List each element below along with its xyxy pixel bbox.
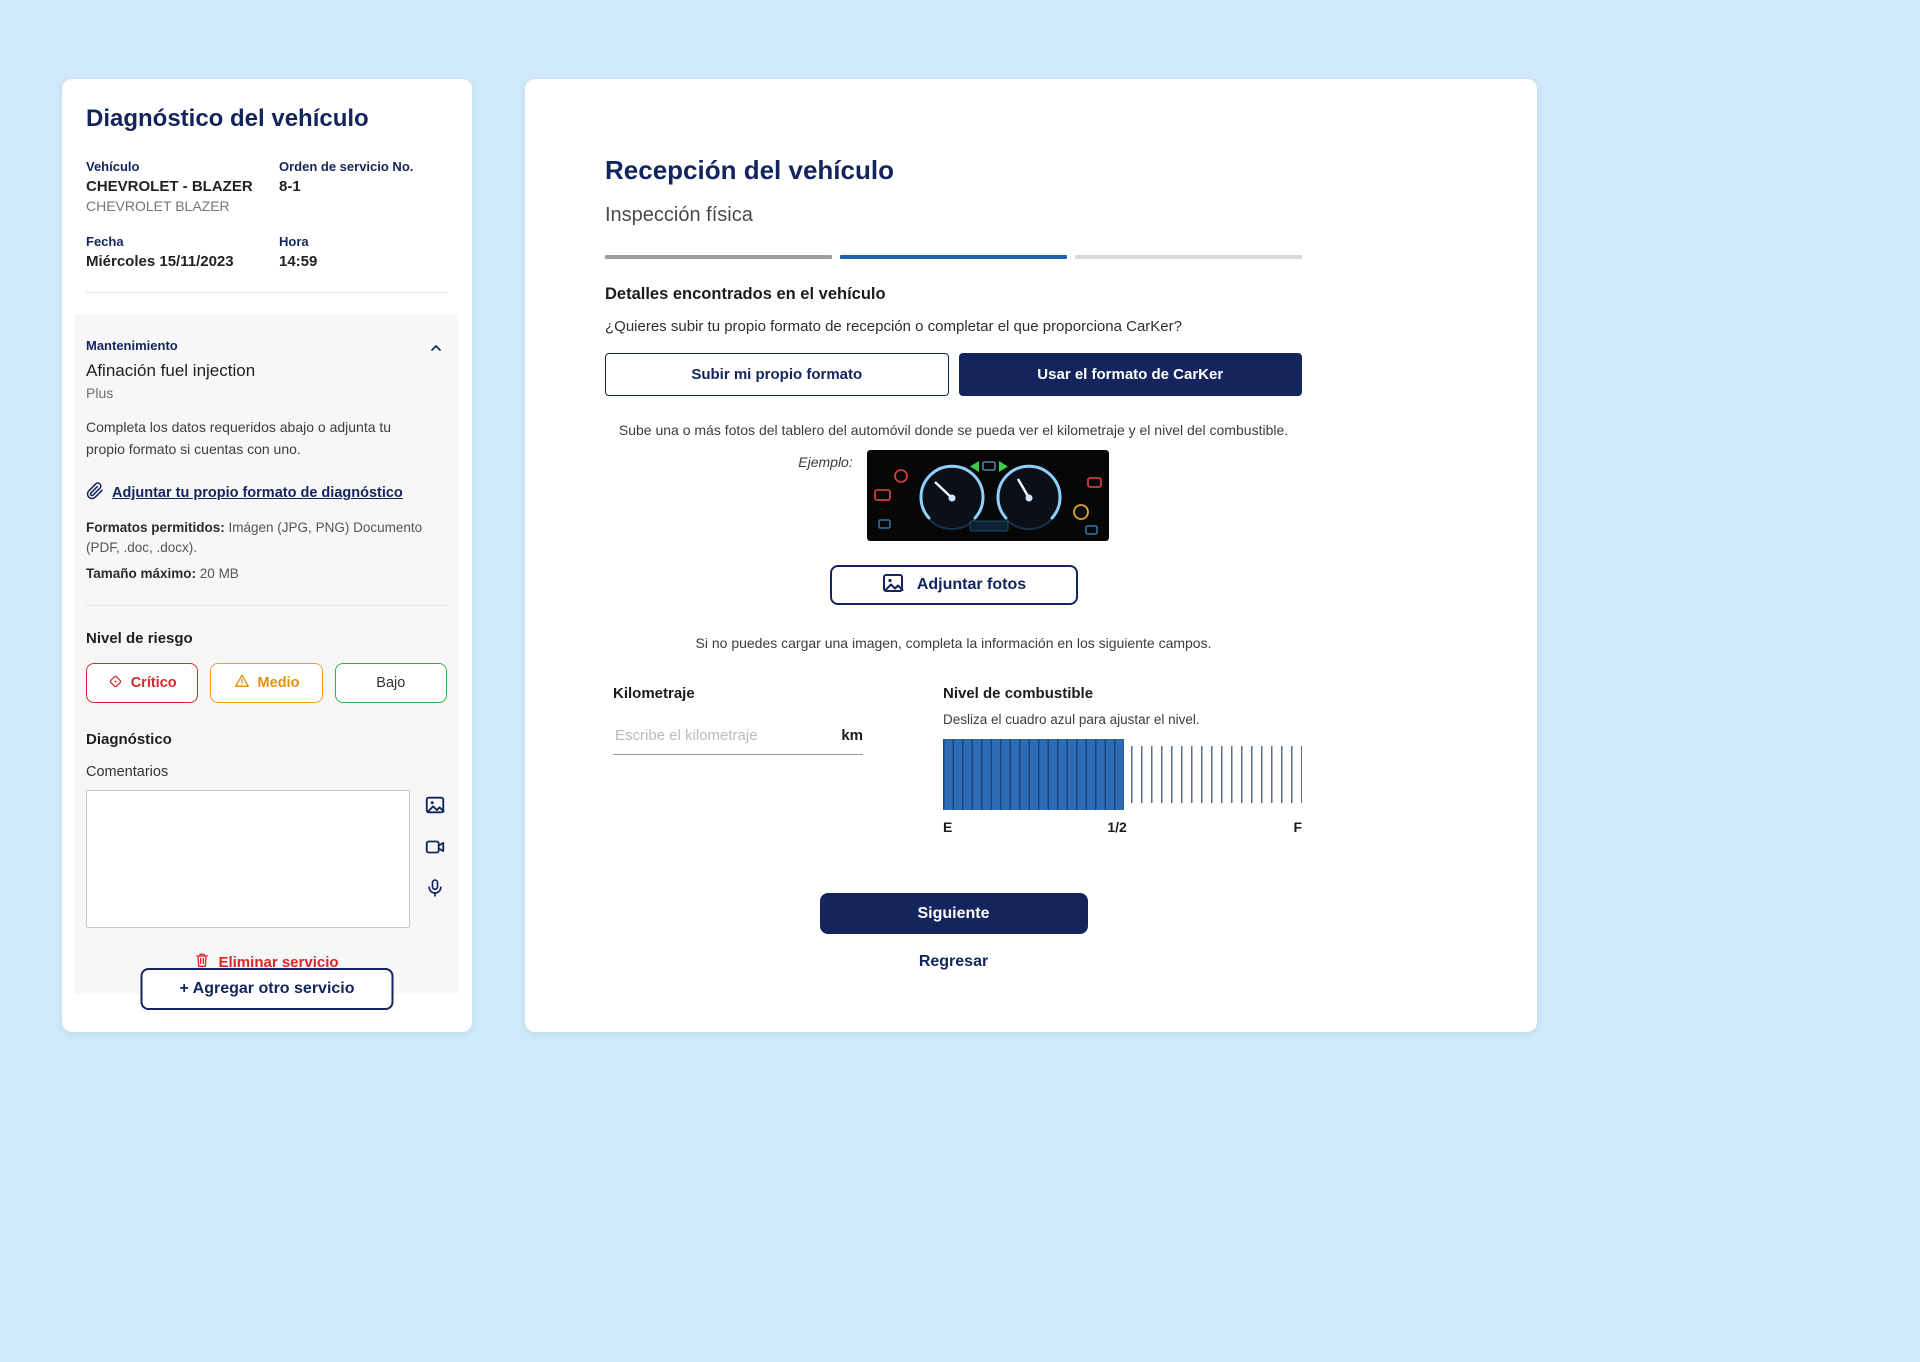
progress-step-1 <box>605 255 832 259</box>
mileage-unit: km <box>841 727 863 744</box>
attach-link-label: Adjuntar tu propio formato de diagnóstic… <box>112 485 403 502</box>
image-icon <box>881 571 905 600</box>
service-panel: Mantenimiento Afinación fuel injection P… <box>75 314 458 995</box>
fuel-gauge-ticks <box>1131 746 1302 803</box>
format-choice-buttons: Subir mi propio formato Usar el formato … <box>605 353 1302 396</box>
order-value: 8-1 <box>279 178 301 195</box>
date-value: Miércoles 15/11/2023 <box>86 253 234 270</box>
reception-title: Recepción del vehículo <box>605 155 894 185</box>
mileage-field: Kilometraje km <box>613 685 863 837</box>
vehicle-label: Vehículo <box>86 159 140 174</box>
fuel-level-handle[interactable] <box>943 739 1125 810</box>
fallback-instruction: Si no puedes cargar una imagen, completa… <box>695 635 1212 651</box>
comments-label: Comentarios <box>86 764 169 781</box>
fuel-instruction: Desliza el cuadro azul para ajustar el n… <box>943 712 1200 727</box>
max-size-note: Tamaño máximo: 20 MB <box>86 564 438 584</box>
progress-step-2 <box>840 255 1067 259</box>
mileage-input-wrap: km <box>613 726 863 755</box>
step-progress-bar <box>605 255 1302 259</box>
use-carker-format-button[interactable]: Usar el formato de CarKer <box>958 353 1302 396</box>
vehicle-diagnosis-card: Diagnóstico del vehículo Vehículo CHEVRO… <box>62 79 472 1032</box>
reception-subtitle: Inspección física <box>605 204 753 226</box>
mileage-input[interactable] <box>613 726 836 745</box>
paperclip-icon <box>86 482 104 504</box>
service-order-info: Vehículo CHEVROLET - BLAZER CHEVROLET BL… <box>86 159 448 270</box>
diagnosis-title: Diagnóstico del vehículo <box>86 105 369 132</box>
fuel-full-label: F <box>1293 819 1302 835</box>
delete-service-label: Eliminar servicio <box>218 953 339 971</box>
risk-low-button[interactable]: Bajo <box>334 663 447 704</box>
microphone-icon <box>425 879 445 901</box>
order-label: Orden de servicio No. <box>279 159 414 174</box>
risk-medium-button[interactable]: Medio <box>210 663 323 704</box>
example-label: Ejemplo: <box>798 454 853 470</box>
risk-medium-label: Medio <box>257 675 300 692</box>
service-tier: Plus <box>86 385 114 401</box>
fuel-gauge-labels: E 1/2 F <box>943 819 1302 837</box>
service-name: Afinación fuel injection <box>86 361 256 380</box>
fuel-gauge-slider <box>943 739 1302 810</box>
risk-level-options: Crítico Medio Bajo <box>86 663 447 704</box>
example-row: Ejemplo: <box>605 450 1302 541</box>
delete-service-button[interactable]: Eliminar servicio <box>188 950 344 974</box>
diamond-alert-icon <box>108 674 123 693</box>
details-section-title: Detalles encontrados en el vehículo <box>605 285 886 303</box>
vehicle-info: Vehículo CHEVROLET - BLAZER CHEVROLET BL… <box>86 159 279 214</box>
attach-photos-label: Adjuntar fotos <box>916 576 1027 593</box>
vehicle-value: CHEVROLET - BLAZER <box>86 178 253 195</box>
progress-step-3 <box>1075 255 1302 259</box>
back-button[interactable]: Regresar <box>913 952 994 972</box>
attach-diagnosis-format-link[interactable]: Adjuntar tu propio formato de diagnóstic… <box>86 482 447 504</box>
image-icon <box>424 796 446 819</box>
next-button[interactable]: Siguiente <box>819 893 1088 934</box>
mileage-label: Kilometraje <box>613 685 695 702</box>
warning-triangle-icon <box>234 673 250 693</box>
allowed-formats-note: Formatos permitidos: Imágen (JPG, PNG) D… <box>86 518 438 557</box>
attach-image-button[interactable] <box>424 794 446 819</box>
diagnosis-section-title: Diagnóstico <box>86 731 172 749</box>
attach-video-button[interactable] <box>424 836 446 861</box>
collapse-service-button[interactable] <box>426 338 446 361</box>
date-info: Fecha Miércoles 15/11/2023 <box>86 234 279 270</box>
trash-icon <box>194 951 210 973</box>
comments-row <box>86 790 447 929</box>
size-value: 20 MB <box>199 565 239 581</box>
fuel-empty-label: E <box>943 819 953 835</box>
comments-textarea[interactable] <box>86 790 410 929</box>
time-info: Hora 14:59 <box>279 234 448 270</box>
risk-critical-button[interactable]: Crítico <box>86 663 199 704</box>
chevron-up-icon <box>428 344 444 359</box>
fuel-label: Nivel de combustible <box>943 685 1094 702</box>
attach-photos-button[interactable]: Adjuntar fotos <box>829 565 1078 605</box>
format-question: ¿Quieres subir tu propio formato de rece… <box>605 318 1182 335</box>
add-service-button[interactable]: + Agregar otro servicio <box>140 968 394 1010</box>
upload-own-format-button[interactable]: Subir mi propio formato <box>605 353 949 396</box>
date-label: Fecha <box>86 234 124 249</box>
risk-critical-label: Crítico <box>130 675 177 692</box>
service-description: Completa los datos requeridos abajo o ad… <box>86 419 392 457</box>
size-label: Tamaño máximo: <box>86 565 197 581</box>
order-info: Orden de servicio No. 8-1 <box>279 159 448 214</box>
service-category: Mantenimiento <box>86 338 178 353</box>
time-label: Hora <box>279 234 309 249</box>
risk-level-title: Nivel de riesgo <box>86 630 193 648</box>
formats-label: Formatos permitidos: <box>86 520 225 536</box>
manual-fields-row: Kilometraje km Nivel de combustible Desl… <box>605 685 1302 837</box>
info-divider <box>86 292 448 293</box>
vehicle-subvalue: CHEVROLET BLAZER <box>86 198 230 214</box>
fuel-level-field: Nivel de combustible Desliza el cuadro a… <box>943 685 1302 837</box>
fuel-half-label: 1/2 <box>1107 819 1127 835</box>
vehicle-reception-card: Recepción del vehículo Inspección física… <box>525 79 1537 1032</box>
time-value: 14:59 <box>279 253 318 270</box>
panel-divider <box>86 605 447 607</box>
record-audio-button[interactable] <box>425 878 445 901</box>
media-attach-icons <box>424 790 446 928</box>
video-camera-icon <box>424 840 446 861</box>
risk-low-label: Bajo <box>376 675 406 692</box>
photo-instruction: Sube una o más fotos del tablero del aut… <box>618 422 1289 438</box>
dashboard-example-image <box>866 450 1109 541</box>
formats-value: Imágen (JPG, PNG) Documento (PDF, .doc, … <box>86 520 423 555</box>
